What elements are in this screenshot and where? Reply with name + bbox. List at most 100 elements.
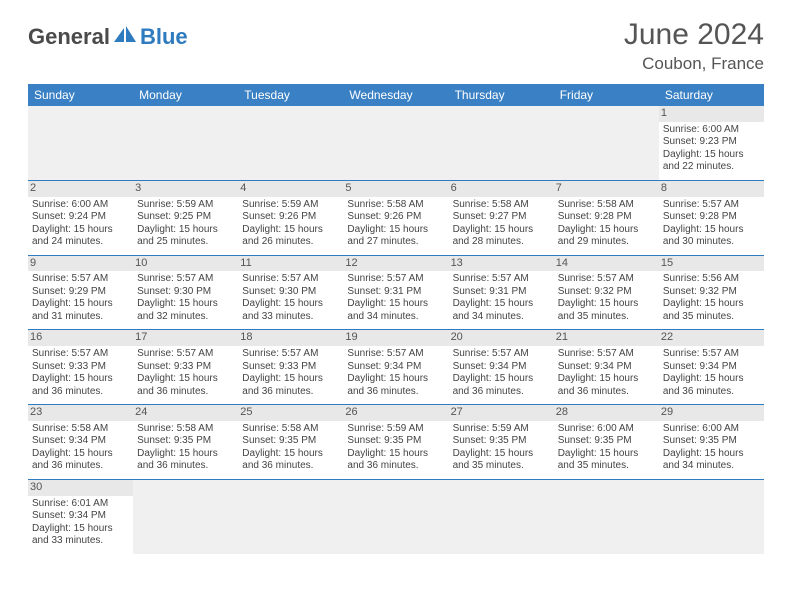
day-number: 16 bbox=[28, 330, 133, 346]
day-details: Sunrise: 5:59 AMSunset: 9:26 PMDaylight:… bbox=[242, 199, 339, 249]
calendar-cell-empty bbox=[449, 106, 554, 180]
day-details: Sunrise: 5:57 AMSunset: 9:31 PMDaylight:… bbox=[453, 273, 550, 323]
weekday-header-row: SundayMondayTuesdayWednesdayThursdayFrid… bbox=[28, 84, 764, 106]
month-title: June 2024 bbox=[624, 18, 764, 52]
day-details: Sunrise: 5:58 AMSunset: 9:28 PMDaylight:… bbox=[558, 199, 655, 249]
calendar-body: 1Sunrise: 6:00 AMSunset: 9:23 PMDaylight… bbox=[28, 106, 764, 554]
calendar-cell: 6 Sunrise: 5:58 AMSunset: 9:27 PMDaylight… bbox=[449, 180, 554, 255]
day-details: Sunrise: 5:57 AMSunset: 9:28 PMDaylight:… bbox=[663, 199, 760, 249]
calendar-cell: 16Sunrise: 5:57 AMSunset: 9:33 PMDayligh… bbox=[28, 330, 133, 405]
day-number: 3 bbox=[133, 181, 238, 197]
logo-text-blue: Blue bbox=[140, 24, 188, 50]
day-number: 15 bbox=[659, 256, 764, 272]
day-number: 21 bbox=[554, 330, 659, 346]
calendar-cell: 13Sunrise: 5:57 AMSunset: 9:31 PMDayligh… bbox=[449, 255, 554, 330]
calendar-cell: 17Sunrise: 5:57 AMSunset: 9:33 PMDayligh… bbox=[133, 330, 238, 405]
day-details: Sunrise: 5:59 AMSunset: 9:35 PMDaylight:… bbox=[453, 423, 550, 473]
calendar-cell: 19Sunrise: 5:57 AMSunset: 9:34 PMDayligh… bbox=[343, 330, 448, 405]
day-number: 19 bbox=[343, 330, 448, 346]
calendar-table: SundayMondayTuesdayWednesdayThursdayFrid… bbox=[28, 84, 764, 554]
calendar-cell: 18 Sunrise: 5:57 AMSunset: 9:33 PMDayligh… bbox=[238, 330, 343, 405]
calendar-cell-empty bbox=[238, 106, 343, 180]
day-details: Sunrise: 5:58 AMSunset: 9:27 PMDaylight:… bbox=[453, 199, 550, 249]
calendar-cell: 8Sunrise: 5:57 AMSunset: 9:28 PMDaylight… bbox=[659, 180, 764, 255]
calendar-cell: 7Sunrise: 5:58 AMSunset: 9:28 PMDaylight… bbox=[554, 180, 659, 255]
calendar-cell: 25 Sunrise: 5:58 AMSunset: 9:35 PMDayligh… bbox=[238, 405, 343, 480]
calendar-cell-empty bbox=[343, 479, 448, 553]
calendar-row: 30Sunrise: 6:01 AMSunset: 9:34 PMDayligh… bbox=[28, 479, 764, 553]
calendar-cell: 26Sunrise: 5:59 AMSunset: 9:35 PMDayligh… bbox=[343, 405, 448, 480]
calendar-cell-empty bbox=[554, 106, 659, 180]
day-number: 22 bbox=[659, 330, 764, 346]
day-number: 25 bbox=[238, 405, 343, 421]
day-number: 5 bbox=[343, 181, 448, 197]
day-number: 24 bbox=[133, 405, 238, 421]
day-details: Sunrise: 5:57 AMSunset: 9:32 PMDaylight:… bbox=[558, 273, 655, 323]
weekday-header: Saturday bbox=[659, 84, 764, 106]
day-number: 6 bbox=[449, 181, 554, 197]
logo: General Blue bbox=[28, 24, 188, 50]
calendar-cell: 11Sunrise: 5:57 AMSunset: 9:30 PMDayligh… bbox=[238, 255, 343, 330]
header: General Blue June 2024 Coubon, France bbox=[28, 18, 764, 74]
calendar-cell: 29 Sunrise: 6:00 AMSunset: 9:35 PMDayligh… bbox=[659, 405, 764, 480]
weekday-header: Friday bbox=[554, 84, 659, 106]
weekday-header: Wednesday bbox=[343, 84, 448, 106]
calendar-cell: 20 Sunrise: 5:57 AMSunset: 9:34 PMDayligh… bbox=[449, 330, 554, 405]
day-number: 27 bbox=[449, 405, 554, 421]
day-details: Sunrise: 6:00 AMSunset: 9:35 PMDaylight:… bbox=[663, 423, 760, 473]
calendar-cell: 2Sunrise: 6:00 AMSunset: 9:24 PMDaylight… bbox=[28, 180, 133, 255]
weekday-header: Sunday bbox=[28, 84, 133, 106]
calendar-row: 2Sunrise: 6:00 AMSunset: 9:24 PMDaylight… bbox=[28, 180, 764, 255]
calendar-cell: 27 Sunrise: 5:59 AMSunset: 9:35 PMDayligh… bbox=[449, 405, 554, 480]
day-details: Sunrise: 5:57 AMSunset: 9:34 PMDaylight:… bbox=[663, 348, 760, 398]
location: Coubon, France bbox=[624, 54, 764, 74]
calendar-cell: 14Sunrise: 5:57 AMSunset: 9:32 PMDayligh… bbox=[554, 255, 659, 330]
day-details: Sunrise: 5:58 AMSunset: 9:35 PMDaylight:… bbox=[242, 423, 339, 473]
day-details: Sunrise: 5:58 AMSunset: 9:26 PMDaylight:… bbox=[347, 199, 444, 249]
weekday-header: Tuesday bbox=[238, 84, 343, 106]
calendar-cell: 28 Sunrise: 6:00 AMSunset: 9:35 PMDayligh… bbox=[554, 405, 659, 480]
day-number: 11 bbox=[238, 256, 343, 272]
day-details: Sunrise: 5:57 AMSunset: 9:30 PMDaylight:… bbox=[242, 273, 339, 323]
day-details: Sunrise: 5:57 AMSunset: 9:34 PMDaylight:… bbox=[558, 348, 655, 398]
day-number: 30 bbox=[28, 480, 133, 496]
day-details: Sunrise: 5:57 AMSunset: 9:34 PMDaylight:… bbox=[453, 348, 550, 398]
calendar-cell: 22 Sunrise: 5:57 AMSunset: 9:34 PMDayligh… bbox=[659, 330, 764, 405]
day-number: 4 bbox=[238, 181, 343, 197]
day-number: 18 bbox=[238, 330, 343, 346]
calendar-cell-empty bbox=[238, 479, 343, 553]
calendar-row: 23 Sunrise: 5:58 AMSunset: 9:34 PMDayligh… bbox=[28, 405, 764, 480]
calendar-cell: 5 Sunrise: 5:58 AMSunset: 9:26 PMDaylight… bbox=[343, 180, 448, 255]
day-details: Sunrise: 5:58 AMSunset: 9:34 PMDaylight:… bbox=[32, 423, 129, 473]
day-number: 13 bbox=[449, 256, 554, 272]
calendar-row: 16 Sunrise: 5:57 AMSunset: 9:33 PMDayligh… bbox=[28, 330, 764, 405]
day-number: 23 bbox=[28, 405, 133, 421]
day-details: Sunrise: 5:59 AMSunset: 9:25 PMDaylight:… bbox=[137, 199, 234, 249]
title-block: June 2024 Coubon, France bbox=[624, 18, 764, 74]
day-details: Sunrise: 5:57 AMSunset: 9:33 PMDaylight:… bbox=[242, 348, 339, 398]
calendar-cell-empty bbox=[659, 479, 764, 553]
day-number: 20 bbox=[449, 330, 554, 346]
calendar-cell: 1Sunrise: 6:00 AMSunset: 9:23 PMDaylight… bbox=[659, 106, 764, 180]
day-details: Sunrise: 5:59 AMSunset: 9:35 PMDaylight:… bbox=[347, 423, 444, 473]
day-number: 29 bbox=[659, 405, 764, 421]
day-details: Sunrise: 5:56 AMSunset: 9:32 PMDaylight:… bbox=[663, 273, 760, 323]
day-number: 28 bbox=[554, 405, 659, 421]
calendar-cell-empty bbox=[343, 106, 448, 180]
calendar-cell-empty bbox=[133, 106, 238, 180]
calendar-cell-empty bbox=[449, 479, 554, 553]
day-details: Sunrise: 6:00 AMSunset: 9:35 PMDaylight:… bbox=[558, 423, 655, 473]
day-details: Sunrise: 5:57 AMSunset: 9:29 PMDaylight:… bbox=[32, 273, 129, 323]
calendar-cell: 23 Sunrise: 5:58 AMSunset: 9:34 PMDayligh… bbox=[28, 405, 133, 480]
logo-sail-icon bbox=[114, 26, 136, 49]
weekday-header: Thursday bbox=[449, 84, 554, 106]
calendar-cell: 30Sunrise: 6:01 AMSunset: 9:34 PMDayligh… bbox=[28, 479, 133, 553]
logo-text-general: General bbox=[28, 24, 110, 50]
calendar-cell: 15Sunrise: 5:56 AMSunset: 9:32 PMDayligh… bbox=[659, 255, 764, 330]
calendar-cell: 24Sunrise: 5:58 AMSunset: 9:35 PMDayligh… bbox=[133, 405, 238, 480]
calendar-row: 1Sunrise: 6:00 AMSunset: 9:23 PMDaylight… bbox=[28, 106, 764, 180]
calendar-cell: 4 Sunrise: 5:59 AMSunset: 9:26 PMDaylight… bbox=[238, 180, 343, 255]
day-number: 10 bbox=[133, 256, 238, 272]
day-number: 2 bbox=[28, 181, 133, 197]
calendar-cell: 10Sunrise: 5:57 AMSunset: 9:30 PMDayligh… bbox=[133, 255, 238, 330]
